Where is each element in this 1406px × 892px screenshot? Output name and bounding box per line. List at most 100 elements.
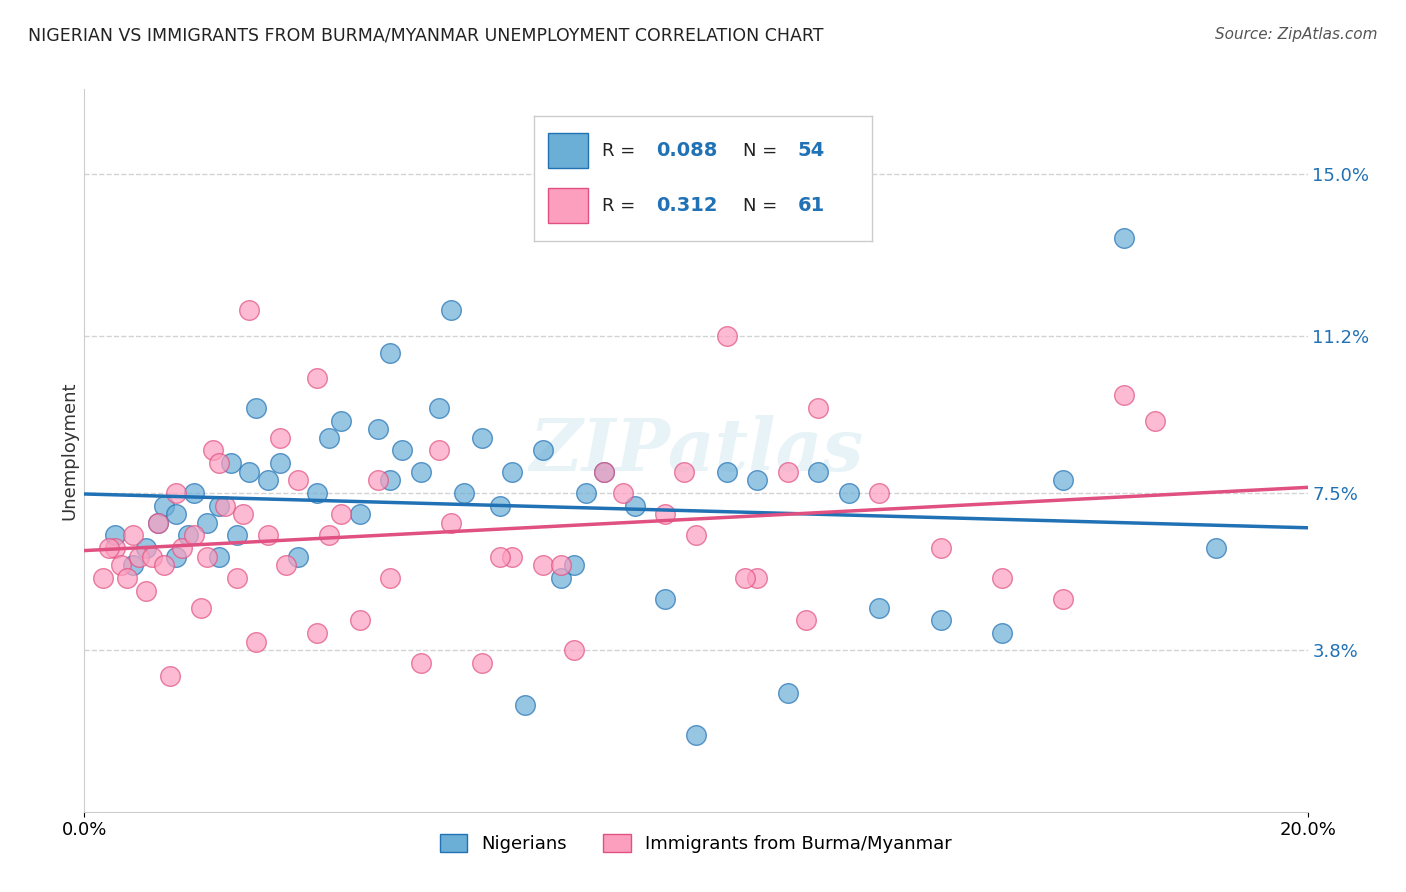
Point (747, 571, 769, 585)
Point (550, 558, 572, 573)
Point (654, 592, 676, 607)
Point (1114, 231, 1136, 245)
Point (238, 465, 260, 479)
Point (593, 465, 616, 479)
Point (1143, 414, 1166, 428)
Point (747, 473, 769, 487)
Point (153, 499, 176, 513)
Point (318, 528, 340, 542)
Point (929, 614, 952, 628)
Text: NIGERIAN VS IMMIGRANTS FROM BURMA/MYANMAR UNEMPLOYMENT CORRELATION CHART: NIGERIAN VS IMMIGRANTS FROM BURMA/MYANMA… (28, 27, 824, 45)
Point (776, 465, 799, 479)
Point (869, 600, 891, 615)
Point (287, 473, 309, 487)
Point (612, 486, 634, 500)
Point (305, 371, 328, 385)
Point (409, 656, 432, 670)
Point (219, 456, 242, 470)
Point (380, 571, 402, 585)
Point (1052, 473, 1074, 487)
Point (489, 499, 512, 513)
Point (287, 549, 309, 564)
Text: 61: 61 (797, 196, 825, 215)
Point (172, 541, 194, 556)
Point (183, 486, 205, 500)
Point (183, 528, 205, 542)
Point (195, 549, 218, 564)
Point (165, 549, 187, 564)
Point (190, 600, 212, 615)
Legend: Nigerians, Immigrants from Burma/Myanmar: Nigerians, Immigrants from Burma/Myanmar (433, 827, 959, 861)
Point (349, 614, 371, 628)
Point (91, 571, 114, 585)
Point (276, 558, 298, 573)
Text: N =: N = (744, 142, 783, 160)
Point (165, 507, 187, 521)
Point (531, 443, 554, 458)
Point (159, 669, 181, 683)
Point (104, 528, 127, 542)
Point (1205, 541, 1227, 556)
Point (513, 698, 536, 713)
Point (471, 656, 494, 670)
Point (135, 541, 157, 556)
Point (330, 507, 353, 521)
Point (685, 528, 707, 542)
Point (97, 541, 120, 556)
Point (257, 473, 280, 487)
FancyBboxPatch shape (548, 134, 588, 169)
Point (128, 549, 150, 564)
Point (232, 507, 254, 521)
Point (807, 401, 830, 415)
Point (794, 614, 817, 628)
Point (471, 431, 494, 445)
Point (208, 499, 231, 513)
Text: 54: 54 (797, 142, 825, 161)
Point (575, 486, 598, 500)
Text: 0.312: 0.312 (655, 196, 717, 215)
Point (776, 686, 799, 700)
Point (269, 456, 291, 470)
Point (269, 431, 291, 445)
Point (226, 571, 249, 585)
Point (380, 473, 402, 487)
Point (349, 507, 371, 521)
Point (391, 443, 413, 458)
Point (141, 549, 163, 564)
Point (214, 499, 236, 513)
Point (208, 456, 231, 470)
Point (593, 465, 616, 479)
Point (1052, 592, 1074, 607)
Point (305, 486, 328, 500)
Point (1114, 388, 1136, 402)
Point (146, 516, 169, 530)
Point (562, 643, 585, 657)
Point (838, 486, 860, 500)
Text: Source: ZipAtlas.com: Source: ZipAtlas.com (1215, 27, 1378, 42)
Point (562, 558, 585, 573)
Text: R =: R = (602, 197, 641, 215)
Point (238, 303, 260, 318)
Point (409, 465, 432, 479)
Point (318, 431, 340, 445)
Point (245, 634, 267, 648)
Point (226, 528, 249, 542)
Point (550, 571, 572, 585)
Point (672, 465, 695, 479)
Y-axis label: Unemployment: Unemployment (60, 381, 79, 520)
Point (122, 528, 145, 542)
Point (502, 465, 524, 479)
Point (869, 486, 891, 500)
Text: N =: N = (744, 197, 783, 215)
Point (624, 499, 647, 513)
Point (489, 549, 512, 564)
Point (427, 443, 450, 458)
Point (195, 516, 218, 530)
Point (440, 303, 463, 318)
Point (177, 528, 200, 542)
Point (146, 516, 169, 530)
Point (685, 728, 707, 742)
Point (367, 473, 389, 487)
Point (305, 626, 328, 640)
Point (380, 345, 402, 359)
